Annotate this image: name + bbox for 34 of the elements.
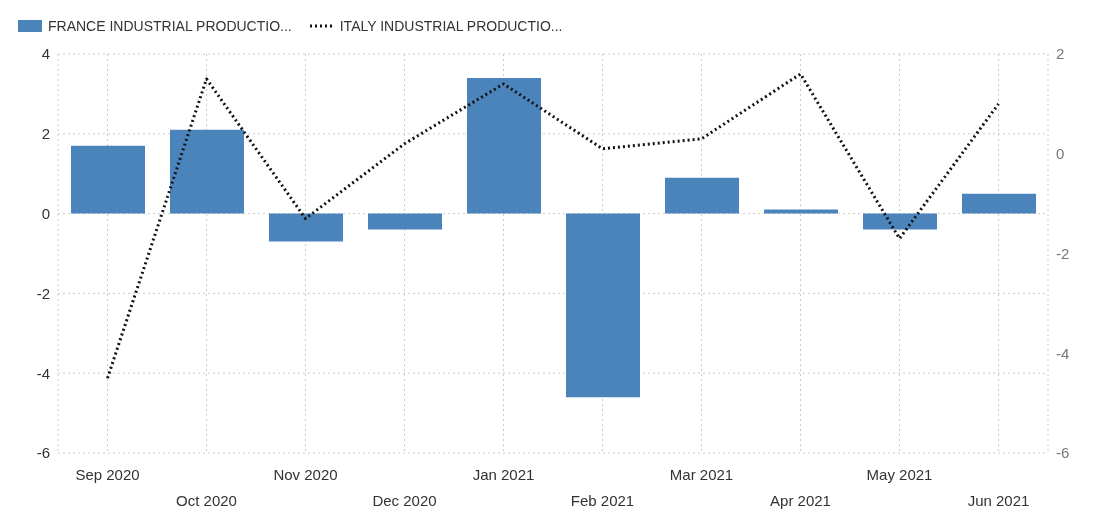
bar bbox=[863, 213, 937, 230]
bar bbox=[467, 77, 541, 214]
bar bbox=[962, 193, 1036, 214]
y-tick-label: -2 bbox=[36, 284, 50, 302]
bar bbox=[269, 213, 343, 242]
y2-tick-label: -6 bbox=[1056, 444, 1070, 462]
bar bbox=[170, 129, 244, 214]
x-tick-label: Jan 2021 bbox=[472, 466, 535, 484]
legend-label: FRANCE INDUSTRIAL PRODUCTIO... bbox=[48, 18, 292, 34]
line-series bbox=[106, 72, 1000, 380]
legend-label: ITALY INDUSTRIAL PRODUCTIO... bbox=[339, 18, 563, 34]
x-tick-label: Mar 2021 bbox=[669, 466, 734, 484]
bar bbox=[566, 213, 640, 398]
x-tick-label: Oct 2020 bbox=[176, 492, 237, 510]
y2-tick-label: 2 bbox=[1056, 45, 1065, 63]
x-tick-label: Dec 2020 bbox=[372, 492, 437, 510]
y-tick-label: 4 bbox=[41, 45, 50, 63]
x-tick-label: Apr 2021 bbox=[770, 492, 831, 510]
bar bbox=[71, 145, 145, 214]
y-tick-label: 0 bbox=[41, 204, 50, 222]
x-tick-label: Sep 2020 bbox=[75, 466, 140, 484]
y2-tick-label: 0 bbox=[1056, 145, 1065, 163]
bar bbox=[764, 209, 838, 214]
bar bbox=[368, 213, 442, 230]
x-tick-label: Nov 2020 bbox=[273, 466, 338, 484]
y2-tick-label: -2 bbox=[1056, 244, 1070, 262]
y2-tick-label: -4 bbox=[1056, 344, 1070, 362]
bar bbox=[665, 177, 739, 214]
y-tick-label: -4 bbox=[36, 364, 50, 382]
x-tick-label: Feb 2021 bbox=[570, 492, 635, 510]
x-tick-label: May 2021 bbox=[866, 466, 933, 484]
x-tick-label: Jun 2021 bbox=[967, 492, 1030, 510]
y-tick-label: 2 bbox=[41, 125, 50, 143]
y-tick-label: -6 bbox=[36, 444, 50, 462]
